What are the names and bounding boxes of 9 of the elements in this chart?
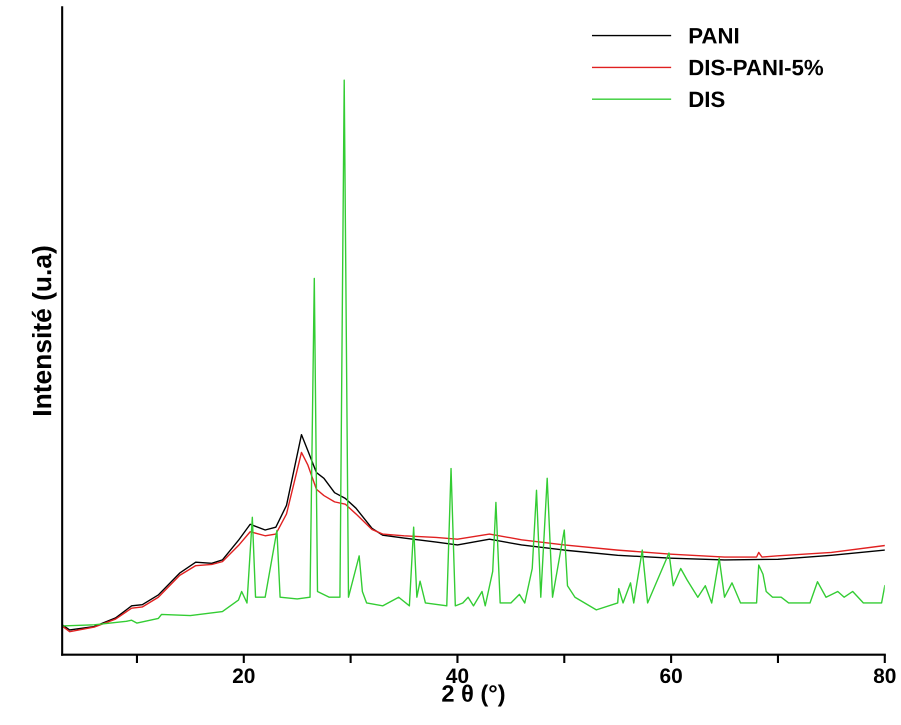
legend-label: DIS [690,91,724,108]
legend-label: PANI [690,28,738,44]
y-axis-title: Intensité (u.a) [32,246,57,415]
x-tick-label: 80 [874,668,896,684]
x-tick-label: 40 [446,668,468,684]
legend-label: DIS-PANI-5% [690,60,824,76]
x-tick-label: 60 [660,668,682,684]
x-tick-label: 20 [232,668,255,684]
x-axis-title: 2 θ (°) [442,684,504,707]
